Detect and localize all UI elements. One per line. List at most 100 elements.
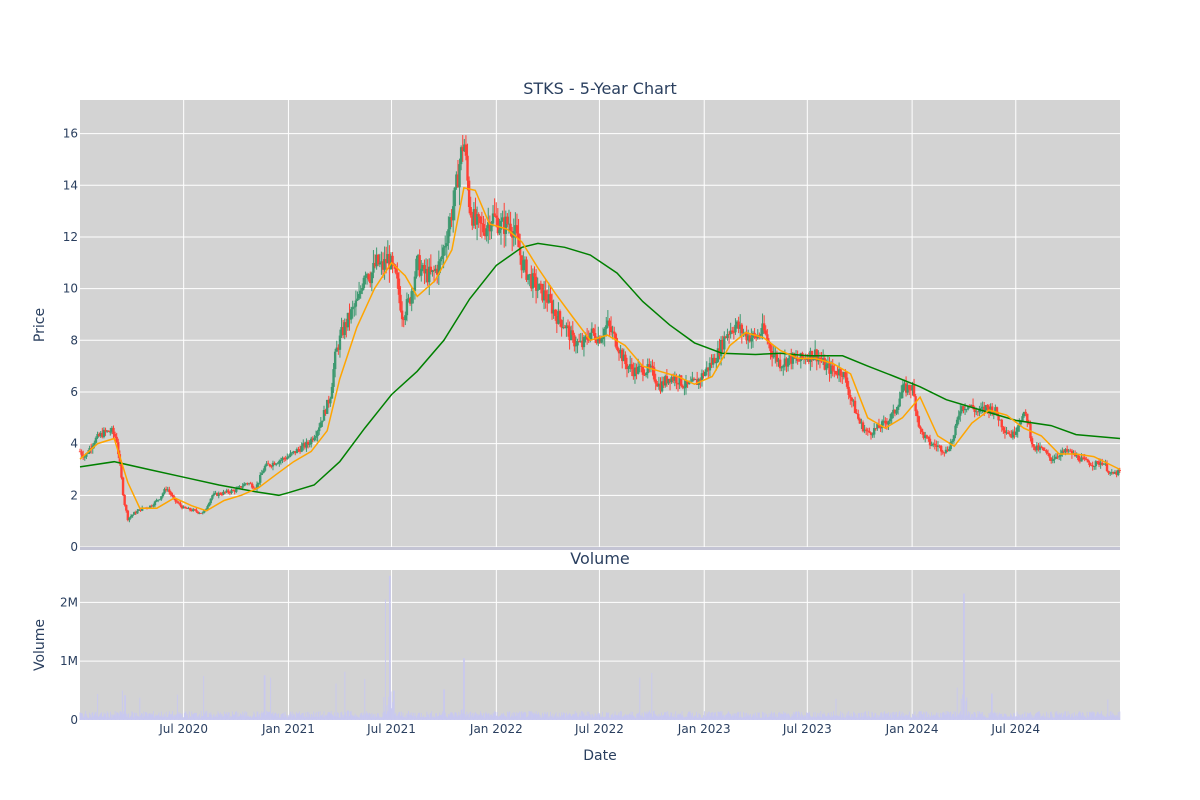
volume-bar-879 [780, 712, 782, 720]
volume-bar-217 [252, 715, 254, 720]
volume-bar-1215 [1048, 717, 1050, 720]
candle-body-529 [922, 432, 925, 438]
volume-bar-150 [199, 713, 201, 720]
volume-bar-1010 [884, 714, 886, 720]
volume-bar-267 [292, 715, 294, 720]
volume-bar-476 [459, 715, 461, 720]
volume-bar-1086 [945, 711, 947, 720]
volume-bar-1288 [1106, 713, 1108, 720]
volume-bar-540 [510, 717, 512, 720]
volume-bar-1074 [935, 712, 937, 720]
volume-bar-307 [324, 716, 326, 720]
x-tick-label-6: Jul 2023 [782, 722, 832, 736]
volume-bar-375 [378, 715, 380, 720]
candle-body-648 [1112, 472, 1115, 474]
candle-body-45 [150, 505, 153, 507]
volume-bar-364 [369, 713, 371, 720]
candle-body-335 [613, 331, 616, 334]
volume-bar-493 [472, 716, 474, 720]
candle-body-251 [479, 216, 482, 224]
volume-bar-919 [812, 716, 814, 720]
volume-bar-1200 [1036, 712, 1038, 720]
candle-body-412 [735, 321, 739, 325]
candle-body-160 [333, 351, 337, 370]
volume-bar-330 [342, 717, 344, 720]
volume-bar-1171 [1013, 713, 1015, 720]
candle-body-573 [992, 412, 995, 415]
volume-bar-233 [265, 714, 267, 720]
volume-bar-527 [499, 715, 501, 720]
volume-bar-749 [676, 714, 678, 720]
candle-body-94 [228, 492, 232, 494]
volume-bar-597 [555, 712, 557, 720]
candle-body-58 [171, 494, 174, 497]
candle-body-393 [705, 367, 708, 372]
volume-bar-1096 [953, 711, 955, 720]
volume-bar-435 [426, 711, 428, 720]
candle-body-470 [828, 363, 831, 374]
volume-bar-1141 [989, 714, 991, 720]
volume-bar-1076 [937, 712, 939, 720]
volume-bar-836 [746, 712, 748, 720]
candle-body-405 [724, 336, 728, 338]
volume-bar-661 [606, 712, 608, 720]
volume-bar-371 [375, 715, 377, 720]
volume-bar-736 [666, 715, 668, 720]
volume-bar-695 [633, 715, 635, 720]
volume-bar-298 [317, 716, 319, 720]
candle-body-48 [155, 500, 158, 502]
volume-bar-599 [557, 715, 559, 720]
volume-bar-196 [235, 711, 237, 720]
volume-bar-650 [597, 712, 599, 720]
volume-bar-676 [618, 712, 620, 720]
candle-body-51 [160, 496, 163, 500]
volume-bar-438 [428, 717, 430, 720]
candle-body-150 [318, 427, 321, 432]
volume-bar-97 [156, 715, 158, 720]
volume-bar-795 [713, 712, 715, 720]
candle-body-212 [416, 255, 420, 259]
candle-body-188 [378, 262, 382, 265]
volume-bar-692 [631, 714, 633, 720]
volume-bar-189 [230, 715, 232, 720]
candle-body-355 [644, 373, 648, 376]
volume-bar-486 [467, 714, 469, 720]
volume-bar-1007 [882, 717, 884, 720]
volume-bar-1296 [1112, 714, 1114, 720]
volume-bar-262 [288, 716, 290, 720]
volume-bar-246 [275, 713, 277, 720]
volume-bar-117 [172, 716, 174, 720]
candle-body-90 [222, 491, 225, 495]
candle-body-226 [439, 259, 442, 262]
volume-bar-347 [356, 715, 358, 720]
candle-body-113 [259, 474, 262, 483]
volume-bar-193 [233, 714, 235, 720]
candle-body-109 [252, 487, 256, 489]
volume-bar-913 [807, 712, 809, 720]
volume-bar-1067 [930, 715, 932, 720]
candle-body-111 [255, 484, 259, 489]
volume-bar-868 [771, 713, 773, 720]
volume-bar-766 [690, 713, 692, 720]
volume-bar-48 [117, 713, 119, 720]
volume-bar-451 [439, 712, 441, 720]
candle-body-351 [638, 365, 641, 367]
volume-bar-143 [193, 712, 195, 720]
candle-body-366 [662, 381, 665, 386]
candle-body-49 [156, 499, 160, 501]
candle-body-464 [818, 357, 822, 360]
candle-body-620 [1067, 450, 1070, 452]
volume-bar-132 [184, 711, 186, 720]
volume-bar-1064 [928, 713, 929, 720]
volume-bar-861 [766, 714, 768, 720]
volume-bar-565 [530, 711, 532, 720]
volume-bar-977 [858, 713, 860, 720]
volume-bar-911 [806, 712, 807, 720]
volume-bar-764 [688, 712, 690, 720]
candle-body-79 [204, 509, 208, 511]
volume-bar-1205 [1040, 717, 1042, 720]
volume-bar-738 [668, 714, 669, 720]
volume-bar-1080 [940, 717, 942, 720]
candle-body-239 [459, 147, 463, 165]
